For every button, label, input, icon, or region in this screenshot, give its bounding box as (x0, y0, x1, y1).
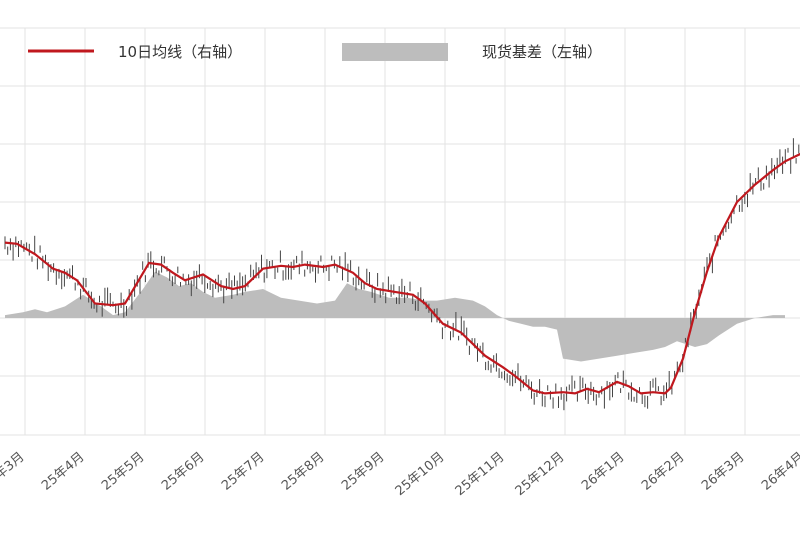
price-bars-layer (4, 138, 800, 411)
x-tick-label: 25年3月 (0, 450, 28, 494)
x-tick-label: 25年5月 (99, 450, 148, 494)
x-tick-label: 26年4月 (759, 450, 800, 494)
ma-line-layer (4, 152, 800, 395)
x-tick-label: 25年4月 (39, 450, 88, 494)
basis-area-layer (5, 271, 785, 362)
x-tick-label: 25年12月 (513, 450, 568, 499)
x-tick-label: 26年2月 (639, 450, 688, 494)
x-axis: 25年3月 25年4月 25年5月 25年6月 25年7月 25年8月 25年9月 25年10… (0, 450, 800, 499)
x-tick-label: 25年6月 (159, 450, 208, 494)
x-tick-label: 25年9月 (339, 450, 388, 494)
legend-label-ma10: 10日均线（右轴） (118, 43, 242, 61)
legend-label-basis: 现货基差（左轴） (482, 43, 602, 61)
x-tick-label: 25年8月 (279, 450, 328, 494)
legend: 10日均线（右轴） 现货基差（左轴） (28, 43, 602, 61)
x-tick-label: 26年3月 (699, 450, 748, 494)
grid (0, 27, 800, 436)
x-tick-label: 26年1月 (579, 450, 628, 494)
ma10-line (4, 152, 800, 395)
x-tick-label: 25年11月 (453, 450, 508, 499)
x-tick-label: 25年7月 (219, 450, 268, 494)
legend-swatch-basis (342, 43, 448, 61)
basis-area (5, 271, 785, 362)
x-tick-label: 25年10月 (393, 450, 448, 499)
